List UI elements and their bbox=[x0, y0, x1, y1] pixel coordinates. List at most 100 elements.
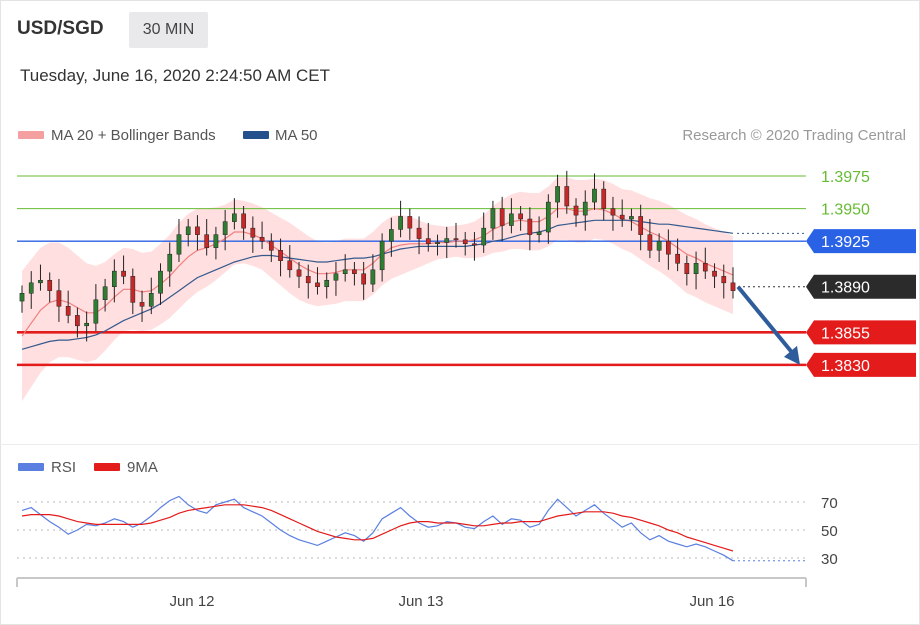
candle bbox=[148, 277, 154, 315]
rsi-gridlines: 70 50 30 bbox=[17, 495, 838, 568]
candle bbox=[352, 262, 357, 286]
ma50-line bbox=[21, 219, 734, 350]
chart-header: USD/SGD 30 MIN bbox=[0, 0, 920, 58]
rsi-legend-label: RSI bbox=[51, 459, 76, 476]
candle bbox=[527, 207, 533, 251]
candle bbox=[666, 229, 671, 270]
candle bbox=[545, 194, 551, 244]
rsi-line bbox=[21, 495, 734, 562]
level-label: 1.3975 bbox=[821, 169, 870, 186]
projection-arrow-shaft bbox=[736, 285, 796, 357]
candle bbox=[684, 255, 690, 286]
candle bbox=[222, 209, 228, 251]
candle bbox=[287, 245, 293, 278]
candle bbox=[305, 264, 311, 299]
candle bbox=[121, 255, 126, 285]
candle bbox=[675, 238, 680, 272]
x-tick-label: Jun 12 bbox=[169, 593, 214, 610]
candle bbox=[509, 198, 514, 234]
candle bbox=[204, 219, 210, 256]
candle bbox=[259, 221, 265, 249]
candle bbox=[47, 272, 53, 303]
candle bbox=[582, 190, 588, 231]
candle bbox=[444, 226, 450, 259]
candle bbox=[111, 259, 117, 303]
candle bbox=[536, 216, 542, 243]
support-level-tag: 1.3830 bbox=[806, 352, 916, 377]
candle bbox=[342, 254, 348, 282]
ma50-legend-swatch bbox=[243, 131, 269, 139]
candle bbox=[268, 233, 274, 262]
candle bbox=[379, 233, 385, 282]
research-credit: Research © 2020 Trading Central bbox=[682, 127, 906, 144]
candle bbox=[315, 267, 320, 295]
candle bbox=[481, 212, 487, 253]
rsi-ma-legend-swatch bbox=[94, 463, 120, 471]
level-label: 1.3950 bbox=[821, 202, 870, 219]
candle bbox=[619, 199, 625, 227]
level-label: 1.3925 bbox=[821, 234, 870, 251]
candle bbox=[370, 254, 376, 292]
candle bbox=[407, 208, 413, 240]
legend: MA 20 + Bollinger Bands MA 50 Research ©… bbox=[18, 127, 906, 144]
rsi-tick-label: 30 bbox=[821, 551, 838, 568]
rsi-lines bbox=[21, 495, 806, 562]
candle bbox=[167, 242, 173, 287]
candle bbox=[601, 181, 607, 221]
candle bbox=[28, 271, 34, 309]
candle bbox=[185, 219, 191, 247]
candle bbox=[158, 263, 163, 305]
candle bbox=[241, 206, 246, 240]
candle bbox=[75, 307, 80, 338]
candle bbox=[555, 174, 560, 218]
candle bbox=[629, 208, 634, 231]
projection-arrow-head bbox=[784, 345, 800, 365]
candle bbox=[518, 206, 523, 231]
x-axis: Jun 12 Jun 13 Jun 16 bbox=[16, 577, 807, 610]
candle bbox=[638, 204, 644, 251]
candle bbox=[712, 263, 717, 289]
candle bbox=[278, 238, 283, 277]
candle bbox=[592, 173, 597, 210]
candle bbox=[176, 219, 182, 262]
rsi-legend-swatch bbox=[18, 463, 44, 471]
level-label: 1.3855 bbox=[821, 325, 870, 342]
candle bbox=[93, 284, 99, 332]
level-label: 1.3830 bbox=[821, 358, 870, 375]
candle bbox=[250, 216, 256, 253]
candle bbox=[333, 262, 339, 296]
candle bbox=[453, 222, 459, 248]
candle bbox=[425, 222, 431, 252]
candle bbox=[656, 233, 662, 262]
candle bbox=[84, 311, 89, 342]
price-labels: 1.3975 1.3950 1.3925 1.3890 1.3855 1.3830 bbox=[806, 169, 916, 377]
candle bbox=[472, 232, 477, 261]
candle bbox=[462, 232, 468, 256]
candle bbox=[730, 267, 736, 299]
rsi-ma-line bbox=[21, 504, 734, 552]
instrument-pair: USD/SGD bbox=[17, 18, 104, 39]
level-lines bbox=[17, 175, 806, 367]
candle bbox=[610, 196, 616, 231]
rsi-panel: RSI 9MA 70 50 30 bbox=[17, 459, 838, 568]
ma50-legend-label: MA 50 bbox=[275, 127, 318, 144]
support-level-tag: 1.3855 bbox=[806, 320, 916, 345]
rsi-tick-label: 50 bbox=[821, 523, 838, 540]
candle bbox=[213, 226, 219, 260]
candle bbox=[435, 234, 440, 256]
candle bbox=[490, 200, 496, 240]
candle bbox=[361, 262, 366, 300]
timeframe-button[interactable]: 30 MIN bbox=[129, 12, 208, 48]
pivot-level-tag: 1.3925 bbox=[806, 229, 916, 254]
rsi-ma-legend-label: 9MA bbox=[127, 459, 158, 476]
candle bbox=[499, 196, 505, 242]
current-level-tag: 1.3890 bbox=[806, 274, 916, 299]
candle bbox=[416, 216, 422, 255]
candle bbox=[296, 262, 302, 289]
candle bbox=[232, 198, 237, 230]
candle bbox=[573, 198, 579, 227]
candles bbox=[19, 170, 736, 342]
rsi-tick-label: 70 bbox=[821, 495, 838, 512]
candle bbox=[398, 200, 403, 238]
